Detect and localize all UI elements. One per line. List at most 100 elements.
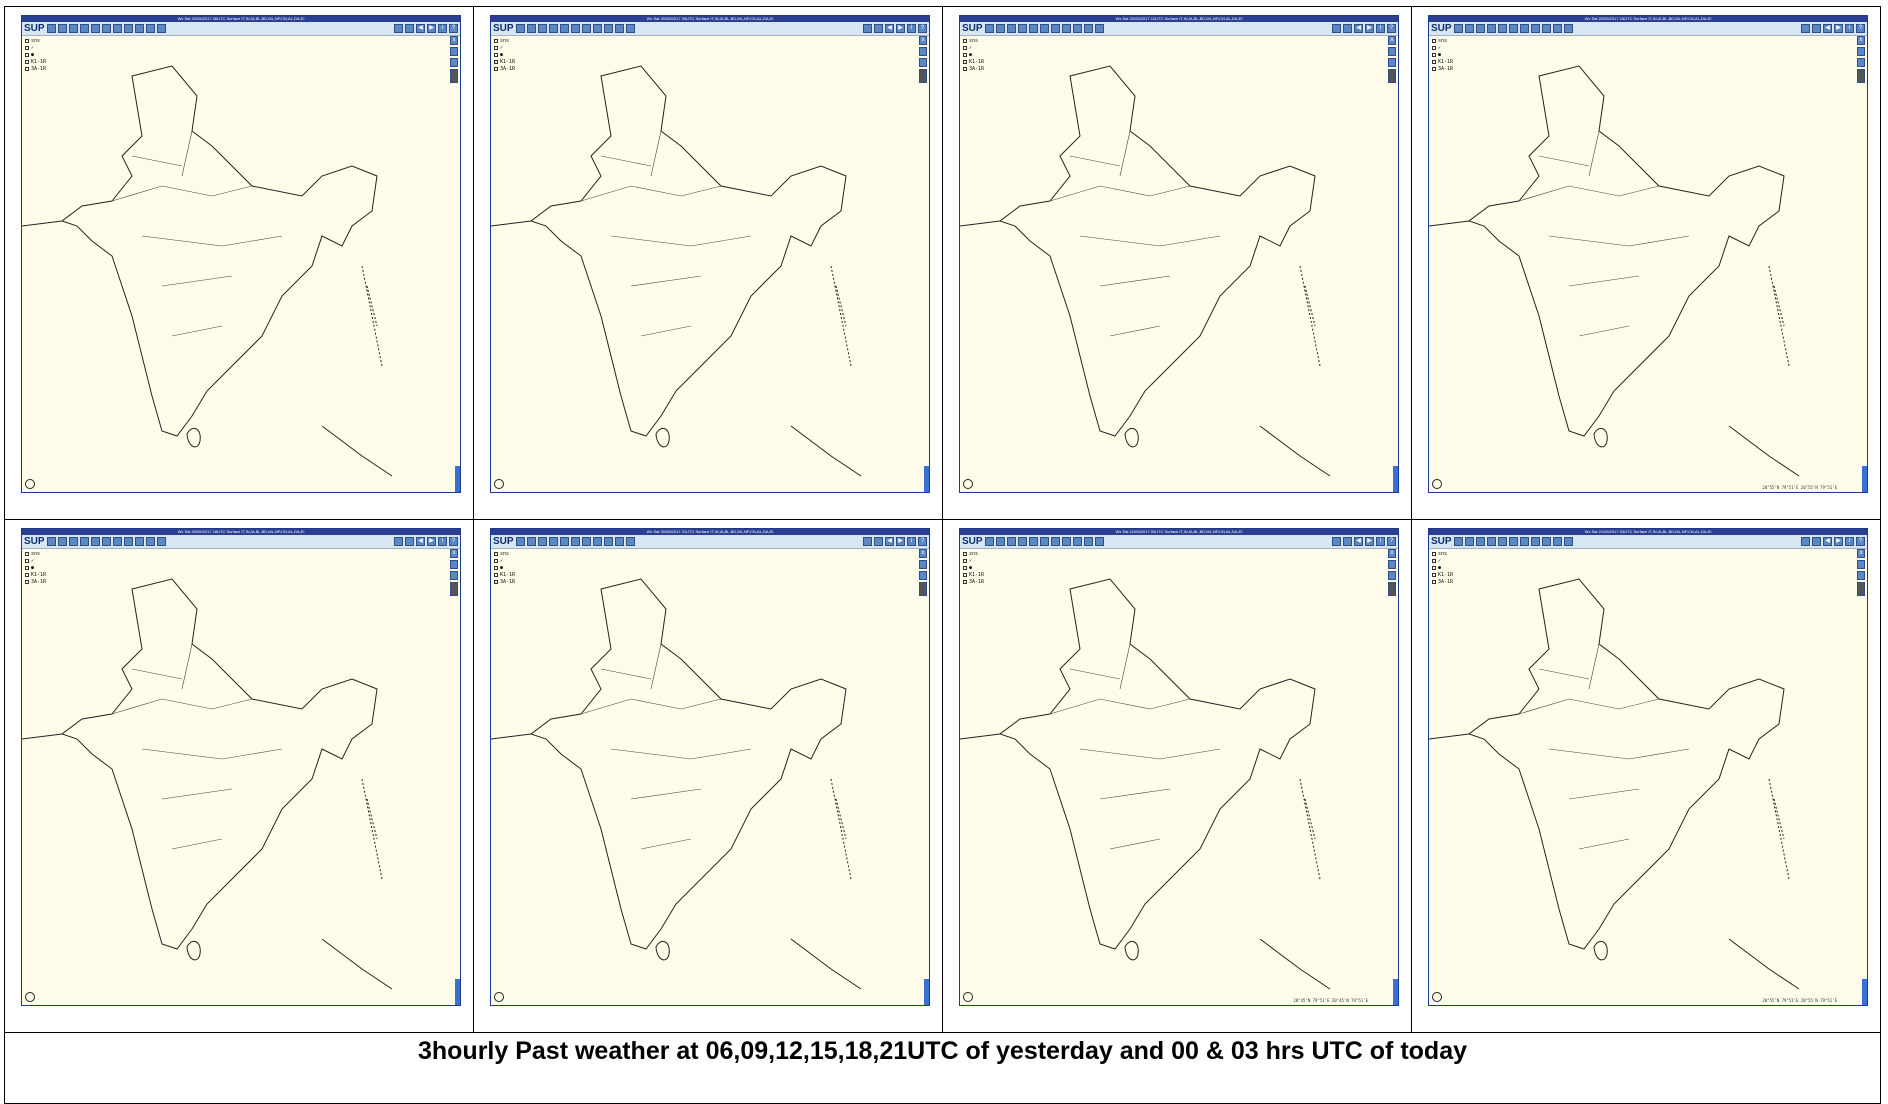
legend-item[interactable]: 3A-1R bbox=[494, 579, 515, 586]
layer-icon[interactable] bbox=[1857, 47, 1865, 56]
filter-icon[interactable] bbox=[1857, 58, 1865, 67]
check-icon[interactable] bbox=[156, 24, 166, 33]
legend-item[interactable]: ✓ bbox=[1432, 558, 1453, 565]
checkbox-icon[interactable] bbox=[963, 59, 967, 64]
refresh-icon[interactable] bbox=[405, 24, 414, 33]
add-icon[interactable] bbox=[1552, 24, 1562, 33]
help-icon[interactable]: ? bbox=[1856, 537, 1865, 546]
save-icon[interactable] bbox=[1497, 24, 1507, 33]
grid-icon[interactable] bbox=[1801, 537, 1810, 546]
checkbox-icon[interactable] bbox=[25, 45, 29, 50]
window-icon[interactable] bbox=[1017, 537, 1027, 546]
filter-icon[interactable] bbox=[450, 571, 458, 580]
help-icon[interactable]: ? bbox=[1387, 537, 1396, 546]
print-icon[interactable] bbox=[1039, 24, 1049, 33]
legend-item[interactable]: sns bbox=[1432, 551, 1453, 558]
print-icon[interactable] bbox=[570, 537, 580, 546]
legend-item[interactable]: sns bbox=[1432, 38, 1453, 45]
play-icon[interactable]: ▶ bbox=[427, 537, 436, 546]
line-tool-icon[interactable] bbox=[592, 537, 602, 546]
save-icon[interactable] bbox=[90, 24, 100, 33]
window-icon[interactable] bbox=[548, 24, 558, 33]
checkbox-icon[interactable] bbox=[25, 52, 29, 57]
legend-item[interactable]: K1-1R bbox=[963, 572, 984, 579]
line-tool-icon[interactable] bbox=[123, 24, 133, 33]
help-icon[interactable]: ? bbox=[449, 24, 458, 33]
close-icon[interactable]: x bbox=[919, 36, 927, 45]
legend-item[interactable]: sns bbox=[963, 551, 984, 558]
info-icon[interactable]: i bbox=[438, 24, 447, 33]
legend-item[interactable]: sns bbox=[494, 38, 515, 45]
hand-icon[interactable] bbox=[68, 537, 78, 546]
print-icon[interactable] bbox=[1508, 24, 1518, 33]
side-slider[interactable] bbox=[1857, 582, 1865, 596]
window-icon[interactable] bbox=[79, 24, 89, 33]
refresh-icon[interactable] bbox=[874, 537, 883, 546]
filter-icon[interactable] bbox=[450, 58, 458, 67]
checkbox-icon[interactable] bbox=[494, 52, 498, 57]
line-tool-icon[interactable] bbox=[592, 24, 602, 33]
save-icon[interactable] bbox=[1028, 537, 1038, 546]
legend-item[interactable]: ● bbox=[963, 52, 984, 59]
legend-item[interactable]: ✓ bbox=[494, 45, 515, 52]
draw-icon[interactable] bbox=[1072, 537, 1082, 546]
checkbox-icon[interactable] bbox=[1432, 52, 1436, 57]
legend-item[interactable]: 3A-1R bbox=[1432, 579, 1453, 586]
scrollbar[interactable] bbox=[455, 466, 460, 492]
add-icon[interactable] bbox=[614, 24, 624, 33]
add-icon[interactable] bbox=[614, 537, 624, 546]
help-icon[interactable]: ? bbox=[1387, 24, 1396, 33]
prev-icon[interactable]: ◀ bbox=[416, 24, 425, 33]
help-icon[interactable]: ? bbox=[918, 537, 927, 546]
print-icon[interactable] bbox=[1039, 537, 1049, 546]
search-icon[interactable] bbox=[581, 24, 591, 33]
checkbox-icon[interactable] bbox=[963, 579, 967, 584]
close-icon[interactable]: x bbox=[1388, 36, 1396, 45]
info-icon[interactable]: i bbox=[438, 537, 447, 546]
side-slider[interactable] bbox=[1388, 582, 1396, 596]
zoom-icon[interactable] bbox=[984, 24, 994, 33]
legend-item[interactable]: ✓ bbox=[25, 558, 46, 565]
grid-icon[interactable] bbox=[394, 24, 403, 33]
refresh-icon[interactable] bbox=[1812, 24, 1821, 33]
draw-icon[interactable] bbox=[1541, 24, 1551, 33]
window-icon[interactable] bbox=[1486, 24, 1496, 33]
checkbox-icon[interactable] bbox=[25, 579, 29, 584]
scrollbar[interactable] bbox=[924, 979, 929, 1005]
help-icon[interactable]: ? bbox=[918, 24, 927, 33]
info-icon[interactable]: i bbox=[1376, 24, 1385, 33]
checkbox-icon[interactable] bbox=[1432, 45, 1436, 50]
pan-icon[interactable] bbox=[57, 24, 67, 33]
close-icon[interactable]: x bbox=[450, 36, 458, 45]
line-tool-icon[interactable] bbox=[1530, 24, 1540, 33]
checkbox-icon[interactable] bbox=[1432, 59, 1436, 64]
info-icon[interactable]: i bbox=[1845, 24, 1854, 33]
zoom-icon[interactable] bbox=[1453, 24, 1463, 33]
layer-icon[interactable] bbox=[450, 47, 458, 56]
hand-icon[interactable] bbox=[68, 24, 78, 33]
check-icon[interactable] bbox=[1094, 24, 1104, 33]
hand-icon[interactable] bbox=[1475, 24, 1485, 33]
legend-item[interactable]: ● bbox=[25, 565, 46, 572]
legend-item[interactable]: K1-1R bbox=[25, 572, 46, 579]
search-icon[interactable] bbox=[1519, 537, 1529, 546]
side-slider[interactable] bbox=[1857, 69, 1865, 83]
checkbox-icon[interactable] bbox=[494, 565, 498, 570]
layer-icon[interactable] bbox=[1388, 560, 1396, 569]
checkbox-icon[interactable] bbox=[963, 45, 967, 50]
legend-item[interactable]: 3A-1R bbox=[963, 579, 984, 586]
pan-icon[interactable] bbox=[1464, 537, 1474, 546]
pan-icon[interactable] bbox=[995, 537, 1005, 546]
print-icon[interactable] bbox=[101, 24, 111, 33]
checkbox-icon[interactable] bbox=[25, 38, 29, 43]
check-icon[interactable] bbox=[625, 537, 635, 546]
checkbox-icon[interactable] bbox=[25, 551, 29, 556]
save-icon[interactable] bbox=[559, 537, 569, 546]
help-icon[interactable]: ? bbox=[1856, 24, 1865, 33]
legend-item[interactable]: ● bbox=[25, 52, 46, 59]
legend-item[interactable]: ✓ bbox=[25, 45, 46, 52]
draw-icon[interactable] bbox=[1072, 24, 1082, 33]
checkbox-icon[interactable] bbox=[25, 59, 29, 64]
checkbox-icon[interactable] bbox=[1432, 579, 1436, 584]
filter-icon[interactable] bbox=[1388, 571, 1396, 580]
